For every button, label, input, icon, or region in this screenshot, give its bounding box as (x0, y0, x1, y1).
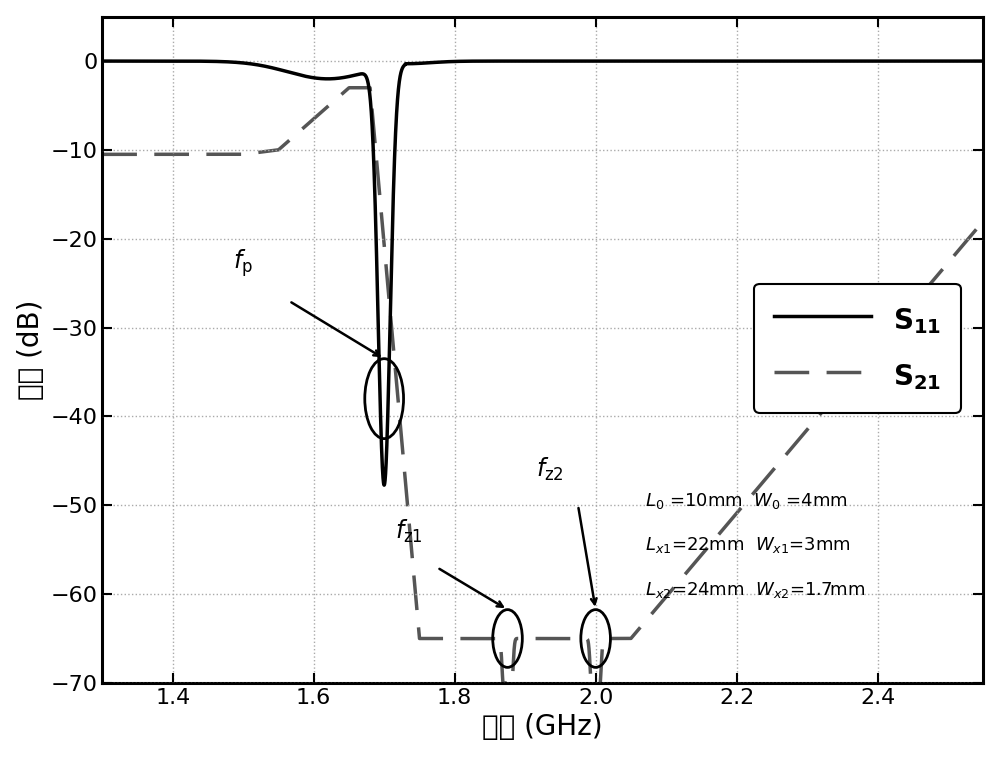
$\mathbf{S_{11}}$ (378, 481, 390, 490)
$\mathbf{S_{11}}$ (316, 74, 328, 83)
$\mathbf{S_{11}}$ (977, 57, 989, 66)
$\mathbf{S_{21}}$ (316, 107, 328, 116)
Text: $L_{x1}$=22mm  $W_{x1}$=3mm: $L_{x1}$=22mm $W_{x1}$=3mm (645, 535, 851, 555)
$\mathbf{S_{21}}$ (497, 678, 509, 688)
Text: $L_0$ =10mm  $W_0$ =4mm: $L_0$ =10mm $W_0$ =4mm (645, 491, 848, 511)
$\mathbf{S_{21}}$ (727, 512, 739, 522)
$\mathbf{S_{11}}$ (727, 57, 739, 66)
$\mathbf{S_{11}}$ (920, 57, 932, 66)
$\mathbf{S_{21}}$ (629, 629, 641, 638)
X-axis label: 频率 (GHz): 频率 (GHz) (482, 713, 603, 741)
$\mathbf{S_{21}}$ (977, 217, 989, 226)
Text: $f_{\rm p}$: $f_{\rm p}$ (233, 247, 253, 279)
Y-axis label: 幅度 (dB): 幅度 (dB) (17, 299, 45, 400)
Legend: $\mathbf{S_{11}}$, $\mathbf{S_{21}}$: $\mathbf{S_{11}}$, $\mathbf{S_{21}}$ (754, 283, 961, 412)
$\mathbf{S_{21}}$ (513, 634, 525, 643)
Text: $f_{\rm z1}$: $f_{\rm z1}$ (395, 518, 423, 545)
$\mathbf{S_{11}}$ (662, 57, 674, 66)
$\mathbf{S_{21}}$ (343, 83, 355, 92)
$\mathbf{S_{11}}$ (629, 57, 641, 66)
Line: $\mathbf{S_{11}}$: $\mathbf{S_{11}}$ (102, 61, 983, 485)
Line: $\mathbf{S_{21}}$: $\mathbf{S_{21}}$ (102, 88, 983, 683)
$\mathbf{S_{11}}$ (96, 57, 108, 66)
Text: $L_{x2}$=24mm  $W_{x2}$=1.7mm: $L_{x2}$=24mm $W_{x2}$=1.7mm (645, 580, 865, 600)
$\mathbf{S_{11}}$ (513, 57, 525, 66)
$\mathbf{S_{21}}$ (96, 150, 108, 159)
$\mathbf{S_{21}}$ (662, 590, 674, 599)
Text: $f_{\rm z2}$: $f_{\rm z2}$ (536, 456, 564, 483)
$\mathbf{S_{21}}$ (920, 284, 932, 293)
